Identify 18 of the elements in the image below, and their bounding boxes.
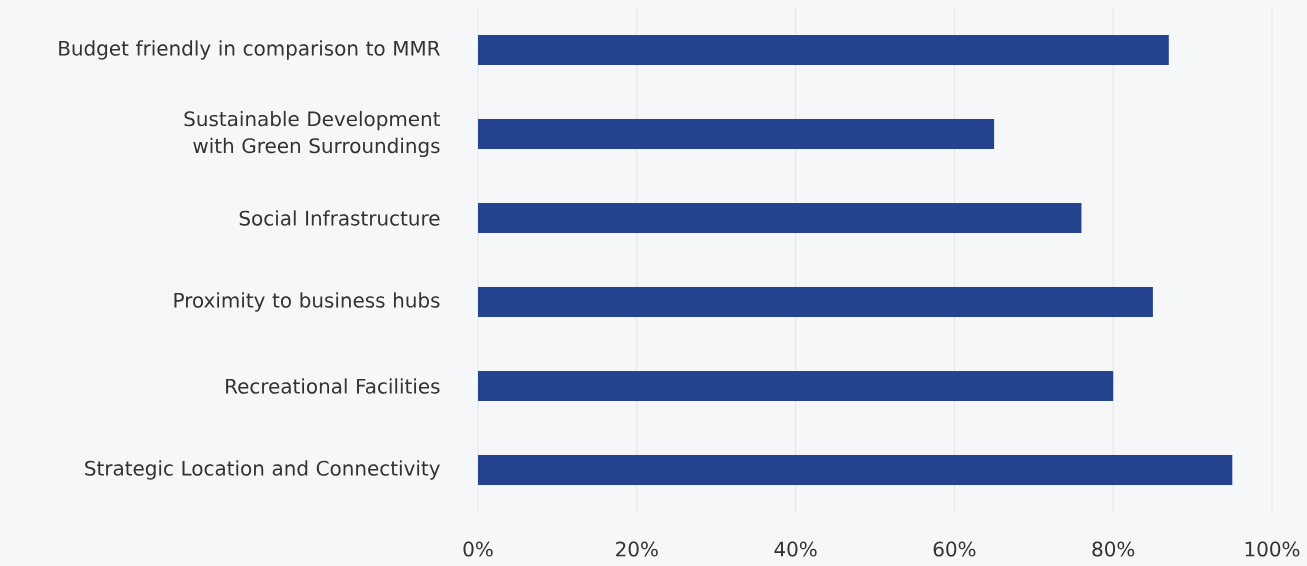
y-tick-label: Strategic Location and Connectivity — [85, 460, 440, 480]
y-tick-label: Budget friendly in comparison to MMR — [59, 40, 440, 60]
bar — [478, 119, 995, 149]
bar — [478, 455, 1233, 485]
x-tick-label: 60% — [933, 541, 976, 557]
bar — [478, 203, 1082, 233]
x-tick-label: 80% — [1092, 541, 1135, 557]
x-tick-label: 0% — [463, 541, 493, 557]
y-tick-label: Social Infrastructure — [239, 210, 440, 226]
y-tick-label: Proximity to business hubs — [174, 292, 440, 312]
bar — [478, 371, 1114, 401]
bar — [478, 35, 1169, 65]
bar — [478, 287, 1153, 317]
y-tick-label: Recreational Facilities — [226, 378, 440, 394]
y-tick-label: Sustainable Development with Green Surroundings — [184, 110, 441, 158]
x-tick-label: 20% — [616, 541, 658, 557]
x-tick-label: 40% — [774, 541, 817, 557]
x-tick-label: 100% — [1245, 541, 1300, 557]
